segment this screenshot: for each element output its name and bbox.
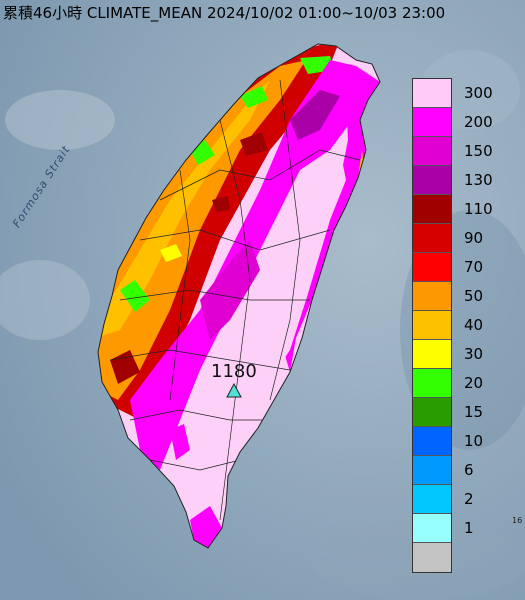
- legend-swatch: [413, 456, 451, 485]
- max-rainfall-triangle-icon: [226, 382, 242, 398]
- legend-tick-label: 10: [464, 432, 484, 450]
- legend-swatch: [413, 108, 451, 137]
- legend-swatch: [413, 282, 451, 311]
- legend-tick-label: 110: [464, 200, 493, 218]
- legend-swatch: [413, 514, 451, 543]
- legend-tick-label: 6: [464, 461, 474, 479]
- legend-tick-label: 20: [464, 374, 484, 392]
- legend-swatch: [413, 369, 451, 398]
- legend-tick-label: 40: [464, 316, 484, 334]
- corner-label: 16: [512, 516, 523, 525]
- legend-tick-label: 15: [464, 403, 484, 421]
- legend-tick-label: 70: [464, 258, 484, 276]
- legend-tick-label: 50: [464, 287, 484, 305]
- legend-tick-label: 30: [464, 345, 484, 363]
- legend-tick-label: 200: [464, 113, 493, 131]
- legend-swatch: [413, 543, 451, 572]
- legend-tick-label: 2: [464, 490, 474, 508]
- legend-swatch: [413, 340, 451, 369]
- legend-swatch: [413, 79, 451, 108]
- legend-color-scale: [412, 78, 452, 573]
- legend-swatch: [413, 253, 451, 282]
- legend-swatch: [413, 485, 451, 514]
- legend-swatch: [413, 137, 451, 166]
- legend-tick-label: 90: [464, 229, 484, 247]
- legend-swatch: [413, 398, 451, 427]
- legend-tick-label: 1: [464, 519, 474, 537]
- legend-swatch: [413, 311, 451, 340]
- legend-swatch: [413, 224, 451, 253]
- map-title: 累積46小時 CLIMATE_MEAN 2024/10/02 01:00~10/…: [3, 4, 446, 22]
- legend-tick-label: 150: [464, 142, 493, 160]
- legend-tick-label: 130: [464, 171, 493, 189]
- taiwan-island: [97, 43, 381, 549]
- legend-tick-label: 300: [464, 84, 493, 102]
- legend-swatch: [413, 427, 451, 456]
- legend-swatch: [413, 166, 451, 195]
- max-rainfall-label: 1180: [211, 361, 257, 382]
- legend-swatch: [413, 195, 451, 224]
